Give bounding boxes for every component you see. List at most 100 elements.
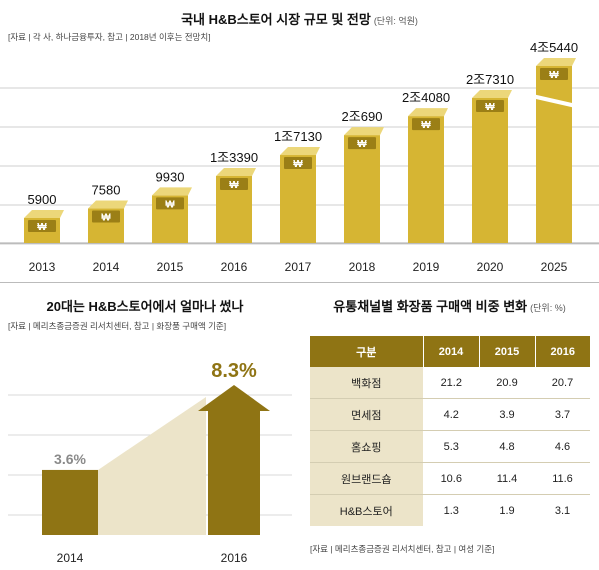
- bar: [280, 155, 316, 243]
- year-tick-label: 2016: [221, 551, 248, 565]
- table-cell: 4.2: [423, 398, 480, 431]
- bar: [42, 469, 98, 535]
- right-table-title-text: 유통채널별 화장품 구매액 비중 변화: [333, 299, 528, 314]
- table-cell: 20.7: [535, 367, 590, 399]
- row-label: 원브랜드숍: [310, 462, 424, 495]
- table-header-category: 구분: [310, 336, 424, 367]
- axis-break-mark: [531, 94, 577, 108]
- bar-top: [536, 58, 576, 66]
- won-sign-icon: ₩: [37, 222, 47, 233]
- bar-top: [408, 108, 448, 117]
- top-chart-title-text: 국내 H&B스토어 시장 규모 및 전망: [181, 12, 371, 27]
- top-chart-source: [자료 | 각 사, 하나금융투자, 참고 | 2018년 이후는 전망치]: [8, 32, 211, 42]
- bar-value-label: 1조7130: [274, 129, 322, 144]
- year-tick-label: 2015: [157, 260, 184, 274]
- top-bar-chart: ₩ ₩ ₩ ₩ ₩ ₩ ₩ ₩ ₩ 5900 7580 9930 1조3390 1조7130 2조690 2…: [0, 40, 599, 274]
- bar-top: [24, 209, 64, 218]
- table-cell: 4.6: [535, 430, 590, 463]
- ingot-plate: [92, 210, 120, 223]
- bar-top: [472, 90, 512, 98]
- table-cell: 1.3: [423, 494, 480, 526]
- won-sign-icon: ₩: [293, 159, 303, 170]
- bar-top: [152, 187, 192, 196]
- year-tick-label: 2019: [413, 260, 440, 274]
- bar: [536, 66, 572, 243]
- table-cell: 1.9: [479, 494, 535, 526]
- table-row: 백화점 21.2 20.9 20.7: [310, 367, 590, 399]
- table-cell: 10.6: [423, 462, 480, 495]
- table-cell: 20.9: [479, 367, 535, 399]
- table-row: H&B스토어 1.3 1.9 3.1: [310, 494, 590, 526]
- bar-top: [280, 147, 320, 156]
- bar: [208, 411, 260, 535]
- ingot-plate: [220, 177, 248, 190]
- bar-value-label: 1조3390: [210, 150, 258, 165]
- table-header-year: 2014: [423, 336, 480, 367]
- won-sign-icon: ₩: [165, 199, 175, 210]
- bar-top: [88, 200, 128, 209]
- top-chart-unit: (단위: 억원): [373, 16, 418, 26]
- table-cell: 11.4: [479, 462, 535, 495]
- left-bar-chart: 3.6% 2014 8.3% 2016: [8, 360, 292, 565]
- won-sign-icon: ₩: [101, 213, 111, 224]
- section-divider: [0, 282, 599, 283]
- year-tick-label: 2013: [29, 260, 56, 274]
- channel-share-table: 구분 2014 2015 2016 백화점 21.2 20.9 20.7 면세점 4.2 3.9 3…: [310, 336, 590, 526]
- won-sign-icon: ₩: [229, 180, 239, 191]
- ingot-plate: [156, 197, 184, 210]
- ingot-plate: [284, 157, 312, 170]
- bar-top: [344, 127, 384, 136]
- table-cell: 3.9: [479, 398, 535, 431]
- right-table-title: 유통채널별 화장품 구매액 비중 변화 (단위: %): [300, 296, 599, 315]
- bar-value-label: 2조4080: [402, 90, 450, 105]
- year-tick-label: 2014: [93, 260, 120, 274]
- bar-top: [216, 167, 256, 176]
- bar-value-label: 9930: [156, 169, 185, 184]
- table-cell: 3.1: [535, 494, 590, 526]
- bar-value-label: 5900: [28, 192, 57, 207]
- row-label: 면세점: [310, 398, 424, 431]
- year-tick-label: 2020: [477, 260, 504, 274]
- won-sign-icon: ₩: [549, 70, 559, 81]
- trend-area: [98, 397, 206, 535]
- won-sign-icon: ₩: [357, 139, 367, 150]
- table-cell: 5.3: [423, 430, 480, 463]
- bar-value-label: 2조7310: [466, 72, 514, 87]
- ingot-plate: [28, 219, 56, 232]
- year-tick-label: 2016: [221, 260, 248, 274]
- ingot-plate: [412, 118, 440, 131]
- year-tick-label: 2018: [349, 260, 376, 274]
- table-row: 원브랜드숍 10.6 11.4 11.6: [310, 462, 590, 495]
- up-arrow-icon: [198, 385, 270, 411]
- table-row: 면세점 4.2 3.9 3.7: [310, 398, 590, 431]
- left-chart-source: [자료 | 메리츠종금증권 리서치센터, 참고 | 화장품 구매액 기준]: [8, 321, 227, 331]
- year-tick-label: 2025: [541, 260, 568, 274]
- left-chart-title: 20대는 H&B스토어에서 얼마나 썼나: [46, 299, 244, 314]
- table-row: 홈쇼핑 5.3 4.8 4.6: [310, 430, 590, 463]
- won-sign-icon: ₩: [485, 102, 495, 113]
- year-tick-label: 2017: [285, 260, 312, 274]
- table-cell: 11.6: [535, 462, 590, 495]
- bar: [408, 116, 444, 243]
- table-header-year: 2016: [535, 336, 590, 367]
- won-sign-icon: ₩: [421, 120, 431, 131]
- ingot-plate: [348, 137, 376, 150]
- row-label: 홈쇼핑: [310, 430, 424, 463]
- bar: [472, 98, 508, 243]
- ingot-plate: [540, 68, 568, 80]
- table-cell: 3.7: [535, 398, 590, 431]
- row-label: 백화점: [310, 367, 424, 399]
- bar: [344, 135, 380, 243]
- bar-value-label: 4조5440: [530, 40, 578, 55]
- top-chart-title: 국내 H&B스토어 시장 규모 및 전망 (단위: 억원): [0, 9, 599, 28]
- table-header-year: 2015: [479, 336, 536, 367]
- bar-value-label: 8.3%: [211, 360, 257, 382]
- year-tick-label: 2014: [57, 551, 84, 565]
- bar-value-label: 7580: [92, 183, 121, 198]
- bar-value-label: 2조690: [342, 109, 383, 124]
- row-label: H&B스토어: [310, 494, 424, 526]
- right-table-unit: (단위: %): [530, 303, 566, 313]
- bar-value-label: 3.6%: [54, 451, 86, 467]
- ingot-plate: [476, 100, 504, 112]
- table-cell: 4.8: [479, 430, 535, 463]
